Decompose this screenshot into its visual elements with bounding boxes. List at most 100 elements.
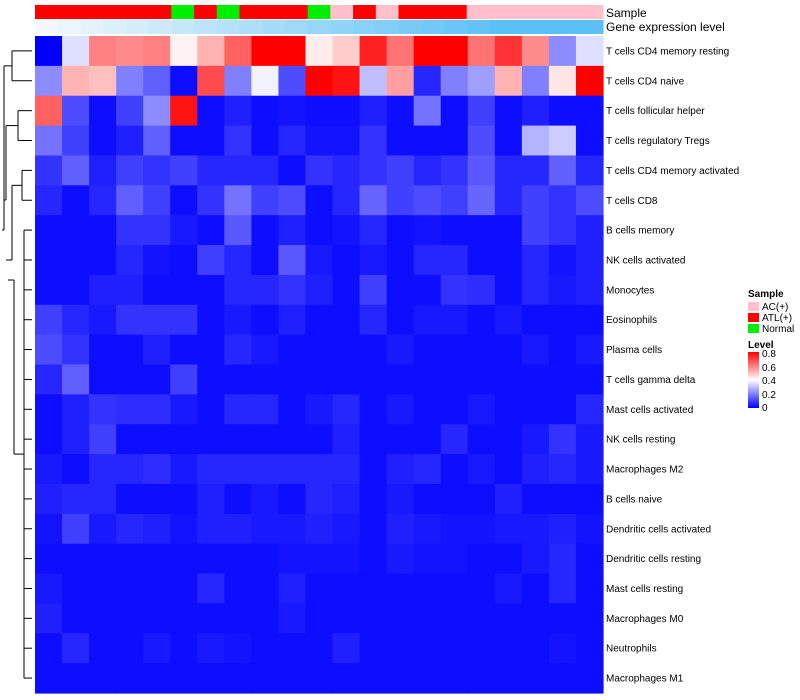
heatmap-cell [278, 483, 307, 515]
heatmap-cell [548, 215, 577, 246]
heatmap-cell [413, 245, 442, 276]
sample-annotation-cell [284, 5, 309, 19]
heatmap-cell [197, 155, 225, 186]
heatmap-cell [440, 633, 469, 664]
row-label: Mast cells resting [606, 584, 683, 595]
heatmap-cell [170, 364, 198, 395]
heatmap-cell [494, 334, 523, 366]
heatmap-cell [575, 245, 604, 276]
heatmap-cell [278, 573, 307, 605]
heatmap-cell [224, 663, 252, 694]
heatmap-cell [197, 513, 225, 545]
heatmap-cell [521, 454, 550, 485]
heatmap-cell [305, 334, 334, 366]
heatmap-cell [467, 483, 496, 515]
heatmap-cell [35, 394, 63, 425]
expression-annotation-cell [35, 20, 59, 34]
heatmap-cell [332, 304, 361, 336]
row-label: Macrophages M0 [606, 614, 684, 625]
heatmap-cell [575, 185, 604, 216]
row-label: Plasma cells [606, 345, 662, 356]
heatmap-cell [413, 185, 442, 216]
heatmap-cell [440, 394, 469, 425]
heatmap-cell [143, 95, 171, 127]
heatmap-cell [521, 245, 550, 276]
heatmap-cell [116, 513, 144, 545]
expression-annotation-cell [489, 20, 513, 34]
heatmap-cell [251, 663, 280, 694]
heatmap-cell [143, 304, 171, 336]
heatmap-cell [521, 633, 550, 664]
heatmap-cell [332, 125, 361, 157]
heatmap-cell [89, 394, 117, 425]
heatmap-cell [575, 334, 604, 366]
heatmap-cell [251, 36, 280, 67]
heatmap-cell [224, 424, 252, 455]
heatmap-cell [332, 36, 361, 67]
heatmap-cell [548, 573, 577, 605]
heatmap-cell [359, 155, 388, 186]
heatmap-cell [413, 633, 442, 664]
heatmap-cell [440, 274, 469, 306]
heatmap-cell [575, 603, 604, 634]
heatmap-cell [278, 36, 307, 67]
heatmap-cell [278, 95, 307, 127]
expression-annotation-cell [375, 20, 400, 34]
heatmap-cell [467, 513, 496, 545]
heatmap-cell [521, 483, 550, 515]
heatmap-cell [575, 36, 604, 67]
heatmap-cell [62, 394, 90, 425]
heatmap-cell [386, 185, 415, 216]
heatmap-cell [440, 573, 469, 605]
legend-label-normal: Normal [762, 324, 794, 335]
heatmap-cell [197, 245, 225, 276]
heatmap-cell [359, 454, 388, 485]
heatmap-cell [278, 543, 307, 575]
heatmap-cell [548, 663, 577, 694]
heatmap-cell [170, 334, 198, 366]
heatmap-cell [359, 245, 388, 276]
heatmap-cell [251, 215, 280, 246]
heatmap-cell [575, 394, 604, 425]
heatmap-cell [62, 155, 90, 186]
heatmap-cell [521, 334, 550, 366]
heatmap-cell [224, 454, 252, 485]
level-tick-3: 0.2 [762, 390, 776, 401]
heatmap-cell [305, 483, 334, 515]
heatmap-cell [440, 95, 469, 127]
heatmap-cell [332, 573, 361, 605]
heatmap-cell [305, 663, 334, 694]
heatmap-cell [251, 394, 280, 425]
heatmap-cell [89, 125, 117, 157]
heatmap-cell [413, 95, 442, 127]
heatmap-cell [197, 483, 225, 515]
heatmap-cell [332, 245, 361, 276]
heatmap-cell [359, 483, 388, 515]
heatmap-cell [251, 334, 280, 366]
level-colorbar [748, 352, 759, 408]
heatmap-cell [278, 304, 307, 336]
heatmap-cell [62, 603, 90, 634]
heatmap-cell [170, 36, 198, 67]
heatmap-cell [35, 603, 63, 634]
heatmap-cell [440, 424, 469, 455]
heatmap-cell [116, 36, 144, 67]
heatmap-cell [278, 65, 307, 97]
heatmap-cell [35, 543, 63, 575]
heatmap-cell [440, 454, 469, 485]
heatmap-cell [575, 513, 604, 545]
heatmap-cell [494, 304, 523, 336]
heatmap-cell [278, 245, 307, 276]
heatmap-cell [116, 663, 144, 694]
heatmap-cell [62, 125, 90, 157]
sample-annotation-cell [216, 5, 241, 19]
heatmap-cell [224, 513, 252, 545]
heatmap-cell [440, 513, 469, 545]
heatmap-cell [278, 633, 307, 664]
sample-annotation-cell [353, 5, 377, 19]
heatmap-cell [332, 483, 361, 515]
heatmap-cell [305, 185, 334, 216]
heatmap-cell [359, 274, 388, 306]
heatmap-cell [278, 125, 307, 157]
